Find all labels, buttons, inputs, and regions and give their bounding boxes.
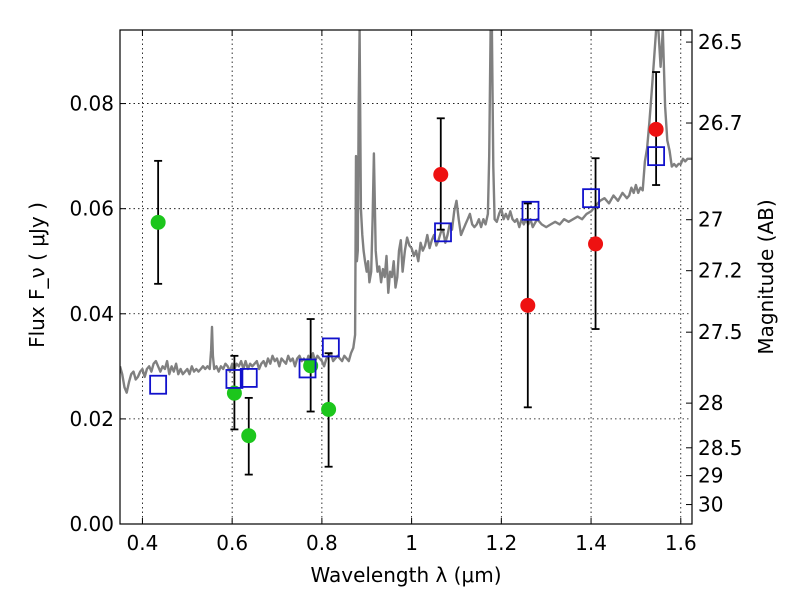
axis-ticks bbox=[120, 30, 692, 525]
y-tick-labels: 0.00 0.02 0.04 0.06 0.08 bbox=[69, 92, 114, 536]
x-tick-label: 1.2 bbox=[485, 531, 517, 555]
y2-tick-label: 27 bbox=[698, 208, 723, 232]
spectrum-line bbox=[120, 30, 692, 394]
y2-tick-label: 27.2 bbox=[698, 259, 743, 283]
y-tick-label: 0.02 bbox=[69, 407, 114, 431]
model-flux-square bbox=[434, 222, 452, 243]
flux-point bbox=[648, 121, 664, 137]
y2-tick-label: 28 bbox=[698, 391, 723, 415]
flux-point bbox=[520, 297, 536, 313]
model-flux-square bbox=[225, 369, 244, 389]
flux-point bbox=[226, 385, 242, 401]
model-flux-square bbox=[582, 188, 600, 209]
flux-point bbox=[241, 428, 257, 444]
x-tick-label: 0.6 bbox=[216, 531, 248, 555]
flux-point bbox=[303, 358, 319, 374]
x-tick-label: 0.8 bbox=[306, 531, 338, 555]
y-tick-label: 0.06 bbox=[69, 197, 114, 221]
model-flux-square bbox=[298, 358, 317, 379]
y-axis-label: Flux F_ν ( μJy ) bbox=[25, 202, 49, 348]
model-flux-square bbox=[239, 368, 258, 388]
x-tick-label: 0.4 bbox=[127, 531, 159, 555]
y2-tick-label: 30 bbox=[698, 493, 723, 517]
y2-tick-label: 28.5 bbox=[698, 436, 743, 460]
y2-tick-label: 29 bbox=[698, 464, 723, 488]
y-tick-label: 0.08 bbox=[69, 92, 114, 116]
flux-point bbox=[321, 401, 337, 417]
flux-point bbox=[433, 167, 449, 183]
x-tick-labels: 0.4 0.6 0.8 1 1.2 1.4 1.6 bbox=[127, 531, 697, 555]
photometry-points bbox=[149, 121, 666, 444]
x-tick-label: 1.4 bbox=[575, 531, 607, 555]
y-tick-label: 0.00 bbox=[69, 512, 114, 536]
model-flux-square bbox=[321, 337, 340, 358]
y-tick-label: 0.04 bbox=[69, 302, 114, 326]
model-flux-square bbox=[149, 374, 168, 395]
y2-tick-label: 26.5 bbox=[698, 30, 743, 54]
error-bars bbox=[154, 71, 661, 476]
model-spectrum bbox=[120, 30, 692, 394]
model-flux-square bbox=[521, 200, 540, 221]
y2-tick-label: 27.5 bbox=[698, 320, 743, 344]
x-axis-label: Wavelength λ (μm) bbox=[310, 563, 501, 587]
grid-lines bbox=[120, 30, 692, 525]
x-tick-label: 1.6 bbox=[665, 531, 697, 555]
flux-point bbox=[588, 236, 604, 252]
plot-frame bbox=[119, 29, 693, 525]
model-flux-square bbox=[647, 146, 666, 167]
x-tick-label: 1 bbox=[405, 531, 418, 555]
flux-point bbox=[150, 214, 166, 230]
y2-tick-labels: 26.5 26.7 27 27.2 27.5 28 28.5 29 30 bbox=[698, 30, 743, 516]
y2-tick-label: 26.7 bbox=[698, 111, 743, 135]
y2-axis-label: Magnitude (AB) bbox=[754, 199, 778, 354]
